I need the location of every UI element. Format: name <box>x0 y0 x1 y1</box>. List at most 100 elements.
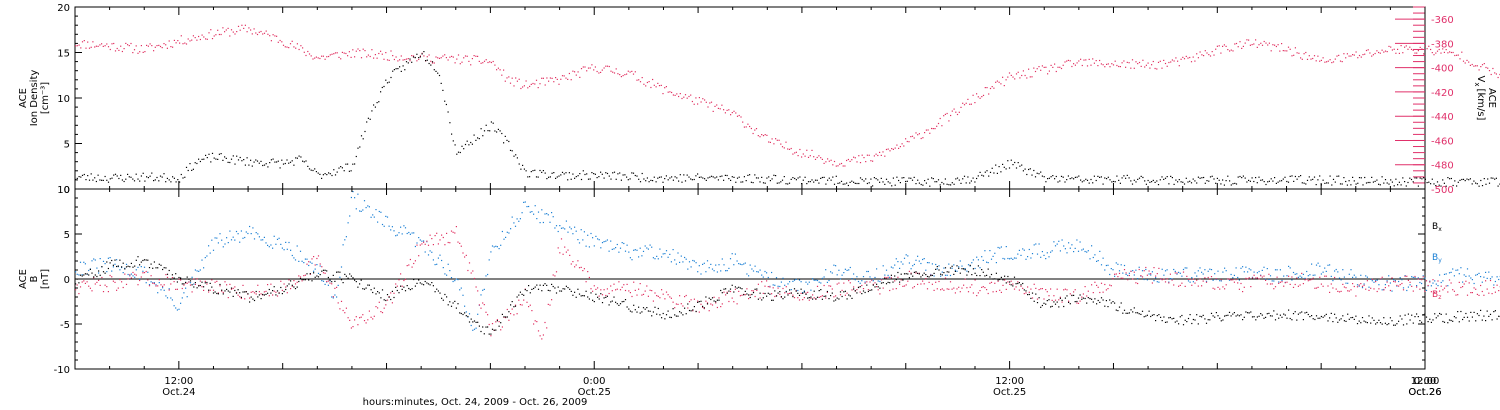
density-point <box>1130 180 1132 182</box>
bx-point <box>1181 314 1183 317</box>
by-point <box>682 261 684 263</box>
bz-point <box>258 291 260 293</box>
vx-point <box>870 160 872 162</box>
bz-point <box>1253 274 1255 276</box>
by-point <box>1018 249 1020 251</box>
vx-point <box>1421 48 1423 50</box>
density-point <box>362 138 364 140</box>
bz-point <box>1004 279 1006 281</box>
density-point <box>1118 179 1120 181</box>
vx-point <box>1002 76 1004 78</box>
bz-point <box>153 283 155 285</box>
by-point <box>1091 245 1093 247</box>
bx-point <box>1443 321 1446 323</box>
b-axis-label-line: [nT] <box>40 269 51 289</box>
vx-point <box>490 61 492 64</box>
bz-point <box>974 279 976 281</box>
bx-point <box>979 275 981 277</box>
bz-point <box>621 286 623 288</box>
by-point <box>754 265 756 267</box>
by-point <box>519 218 521 220</box>
density-point <box>1080 179 1082 181</box>
density-point <box>903 177 905 179</box>
bz-point <box>1434 291 1436 294</box>
bz-point <box>107 291 109 293</box>
bx-point <box>1391 320 1393 322</box>
bz-point <box>436 232 438 234</box>
vx-point <box>880 154 882 156</box>
bz-point <box>756 289 758 291</box>
bx-point <box>163 267 165 269</box>
vx-point <box>166 47 168 49</box>
bx-point <box>1015 283 1017 285</box>
vx-point <box>1102 64 1104 66</box>
by-point <box>1407 286 1409 288</box>
bz-point <box>905 284 907 286</box>
by-point <box>1373 281 1375 283</box>
bx-point <box>1427 321 1429 323</box>
density-point <box>114 173 117 175</box>
bz-point <box>1332 287 1334 289</box>
bz-point <box>98 279 100 281</box>
bx-point <box>216 292 218 295</box>
bx-point <box>1109 299 1111 301</box>
density-point <box>1190 182 1193 184</box>
bx-point <box>1107 306 1109 308</box>
by-point <box>859 282 861 284</box>
bz-point <box>726 291 728 293</box>
bz-point <box>1054 299 1057 301</box>
bz-point <box>606 288 608 290</box>
density-point <box>577 175 579 177</box>
bz-point <box>1238 288 1240 290</box>
density-point <box>305 160 307 162</box>
density-point <box>298 155 300 157</box>
bz-point <box>702 306 704 308</box>
vx-point <box>1315 60 1317 62</box>
bx-point <box>460 312 462 315</box>
density-point <box>518 163 520 165</box>
vx-point <box>227 27 229 29</box>
bz-point <box>1196 279 1198 281</box>
vx-point <box>277 41 279 43</box>
density-point <box>702 177 704 179</box>
by-point <box>1475 274 1477 276</box>
bz-point <box>557 247 559 249</box>
bx-point <box>319 274 321 276</box>
vx-point <box>1310 58 1312 60</box>
density-point <box>1402 177 1404 179</box>
bz-point <box>679 295 681 297</box>
bx-point <box>830 295 832 297</box>
vx-point <box>814 158 817 160</box>
bx-point <box>841 295 843 298</box>
bz-point <box>1402 289 1405 291</box>
bx-point <box>1348 318 1350 320</box>
density-point <box>1182 181 1184 183</box>
vx-point <box>1419 46 1421 48</box>
density-point <box>1067 175 1069 177</box>
by-point <box>1043 254 1045 256</box>
by-point <box>570 228 572 230</box>
vx-point <box>371 49 373 51</box>
bx-point <box>762 297 764 299</box>
by-point <box>1404 275 1406 277</box>
vx-point <box>158 44 160 46</box>
by-point <box>373 216 375 218</box>
vx-point <box>1277 44 1279 46</box>
vx-point <box>974 102 976 104</box>
bz-point <box>1329 291 1331 293</box>
by-point <box>800 281 802 283</box>
density-point <box>965 182 967 184</box>
density-point <box>1059 180 1061 182</box>
by-point <box>1066 252 1068 254</box>
vx-point <box>816 156 818 159</box>
density-point <box>1041 175 1043 177</box>
by-point <box>482 289 484 291</box>
density-point <box>1135 181 1137 183</box>
by-point <box>222 246 224 248</box>
by-point <box>303 262 305 264</box>
bx-point <box>257 296 259 298</box>
density-point <box>172 176 174 178</box>
bz-point <box>257 284 259 286</box>
density-point <box>875 178 877 180</box>
